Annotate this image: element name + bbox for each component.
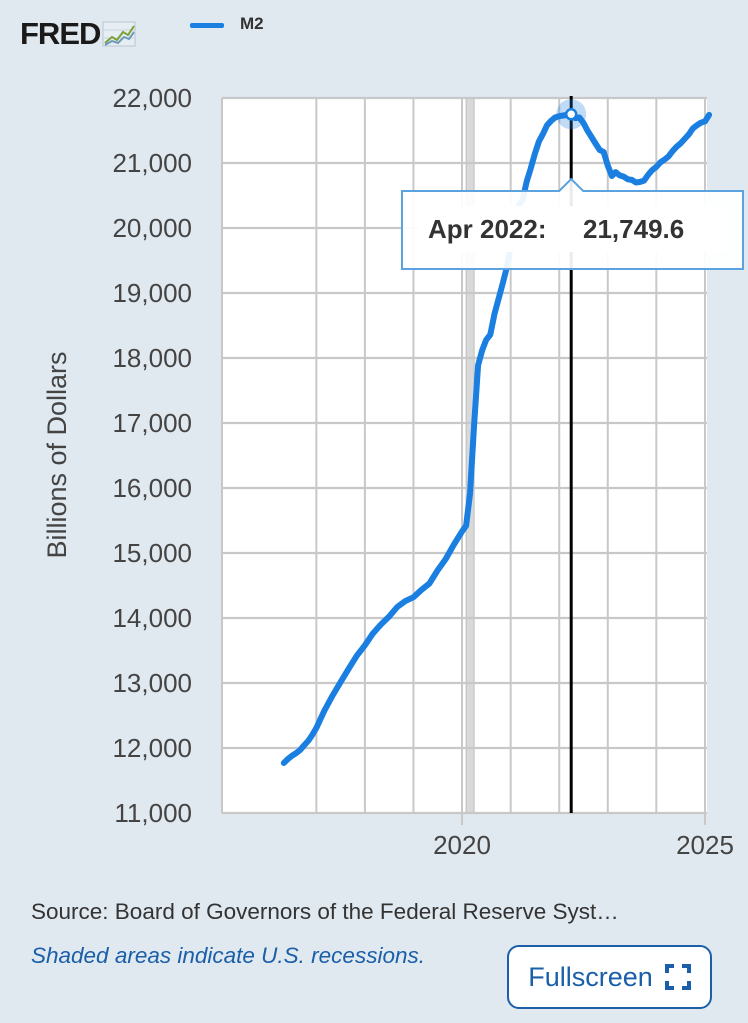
- source-note: Source: Board of Governors of the Federa…: [31, 899, 619, 924]
- y-axis-label: Billions of Dollars: [42, 351, 72, 558]
- legend-series-label: M2: [240, 14, 264, 33]
- tooltip-date: Apr 2022:: [428, 214, 547, 244]
- fullscreen-button[interactable]: Fullscreen: [507, 945, 712, 1009]
- chart-header: FRED M2: [0, 0, 748, 60]
- x-tick-label: 2025: [676, 830, 734, 860]
- legend-swatch: [190, 22, 224, 28]
- y-tick-label: 17,000: [112, 408, 192, 438]
- y-tick-label: 13,000: [112, 668, 192, 698]
- legend: M2: [190, 14, 264, 34]
- tooltip-inner: [418, 206, 727, 252]
- y-tick-label: 11,000: [114, 798, 192, 828]
- y-tick-label: 16,000: [112, 473, 192, 503]
- m2-line-chart[interactable]: 11,000 12,000 13,000 14,000 15,000 16,000 17,0…: [0, 0, 748, 890]
- y-tick-label: 15,000: [112, 538, 192, 568]
- fred-logo[interactable]: FRED: [20, 14, 136, 54]
- chart-trend-icon: [102, 21, 136, 47]
- highlight-point[interactable]: [564, 108, 578, 121]
- y-tick-label: 12,000: [112, 733, 192, 763]
- tooltip-value: 21,749.6: [583, 214, 684, 244]
- fred-logo-text: FRED: [20, 16, 101, 51]
- series-line-m2[interactable]: [280, 111, 713, 766]
- x-tick-label: 2020: [433, 830, 491, 860]
- y-tick-label: 14,000: [112, 603, 192, 633]
- recession-note-link[interactable]: Shaded areas indicate U.S. recessions.: [31, 943, 425, 968]
- fullscreen-label: Fullscreen: [528, 961, 653, 992]
- y-tick-label: 22,000: [112, 83, 192, 113]
- y-tick-label: 19,000: [112, 278, 192, 308]
- fullscreen-icon: [664, 964, 691, 990]
- y-tick-label: 21,000: [112, 148, 192, 178]
- y-tick-label: 18,000: [112, 343, 192, 373]
- y-tick-label: 20,000: [112, 213, 192, 243]
